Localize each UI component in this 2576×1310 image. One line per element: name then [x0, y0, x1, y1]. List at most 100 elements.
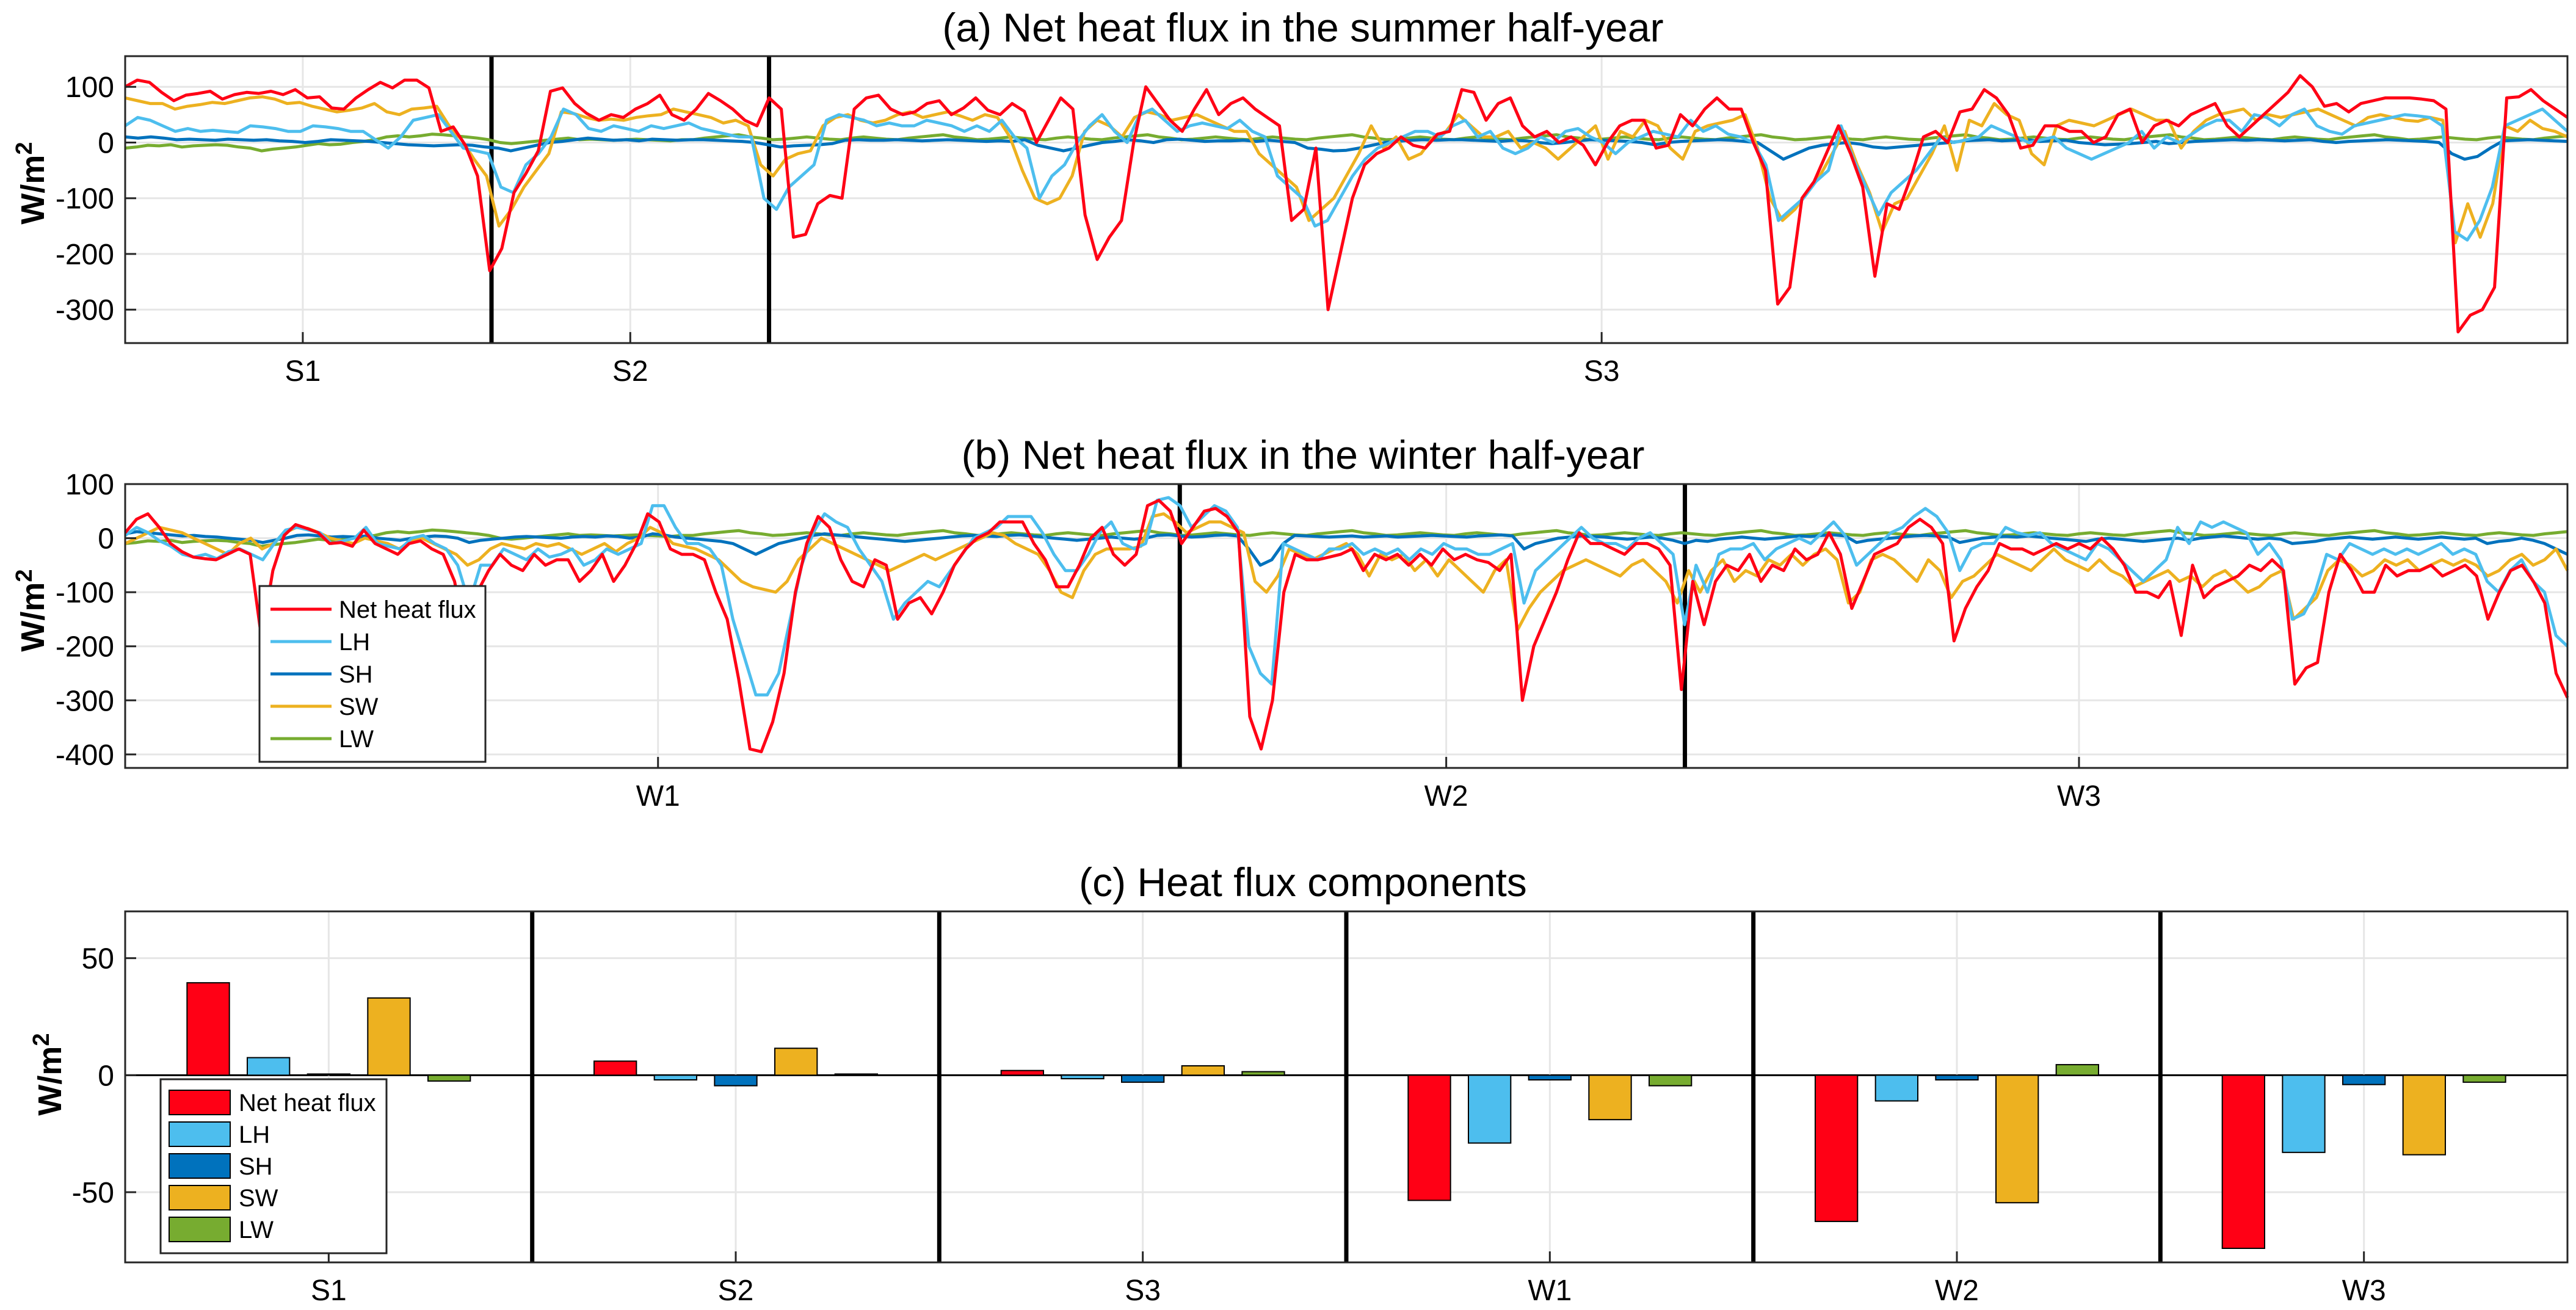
panel-c-legend-label-sh: SH — [239, 1153, 273, 1180]
panel-c-bar-net-W2 — [1815, 1074, 1859, 1222]
panel-c-bar-sh-W3 — [2342, 1074, 2386, 1085]
panel-c-bar-sw-W3 — [2402, 1074, 2447, 1156]
panel-c-ytick-label: 50 — [82, 943, 114, 975]
panel-a-xtick-label: S3 — [1584, 355, 1620, 388]
panel-b-xtick-label: W1 — [636, 780, 680, 812]
panel-b-xtick-label: W3 — [2057, 780, 2101, 812]
panel-c-bar-sh-S1 — [307, 1073, 350, 1076]
panel-c-frame — [124, 910, 2569, 1264]
panel-c-bar-lw-S1 — [427, 1074, 471, 1082]
panel-c-dividers — [530, 911, 2163, 1262]
panel-c-yticks: 50 0 -50 — [72, 943, 136, 1209]
panel-c-bar-lw-S2 — [834, 1073, 878, 1076]
panel-c-legend-patch-lh — [169, 1121, 231, 1147]
panel-b-xticks: W1 W2 W3 — [636, 757, 2101, 812]
panel-a-ytick-label: 100 — [65, 71, 114, 104]
panel-c-bar-sh-W1 — [1528, 1074, 1572, 1081]
panel-b-xtick-label: W2 — [1424, 780, 1468, 812]
panel-c-bar-lw-W1 — [1649, 1074, 1693, 1087]
panel-b-title: (b) Net heat flux in the winter half-yea… — [962, 432, 1645, 477]
panel-c-xtick-label: S2 — [718, 1275, 754, 1307]
panel-c-bar-sw-W2 — [1995, 1074, 2039, 1204]
panel-c-bar-sh-S2 — [714, 1074, 758, 1087]
panel-c-xtick-label: S3 — [1125, 1275, 1161, 1307]
panel-c-bar-sh-W2 — [1935, 1074, 1979, 1081]
panel-b-frame — [124, 483, 2569, 769]
panel-c-bar-lh-W2 — [1874, 1074, 1919, 1102]
panel-a-ylabel: W/m2 — [12, 142, 51, 224]
panel-a-xticks: S1 S2 S3 — [285, 332, 1620, 388]
panel-c-title: (c) Heat flux components — [1079, 859, 1527, 905]
panel-b-legend-label-sw: SW — [339, 693, 379, 720]
panel-c-bar-lw-S3 — [1241, 1071, 1285, 1076]
panel-a: (a) Net heat flux in the summer half-yea… — [12, 5, 2569, 388]
panel-a-xtick-label: S2 — [612, 355, 648, 388]
panel-c-bar-lw-W3 — [2462, 1074, 2506, 1083]
panel-c-bar-net-W1 — [1407, 1074, 1451, 1201]
panel-c-legend-patch-lw — [169, 1217, 231, 1242]
panel-b-legend-label-lw: LW — [339, 726, 374, 753]
panel-a-ytick-label: 0 — [98, 127, 114, 159]
panel-b-ytick-label: -200 — [56, 631, 114, 664]
panel-c-xtick-label: W3 — [2342, 1275, 2386, 1307]
panel-c-ylabel-sup: 2 — [29, 1033, 54, 1046]
panel-b-yticks: 100 0 -100 -200 -300 -400 — [56, 469, 136, 772]
panel-b-series-lh — [124, 496, 2569, 697]
panel-c-legend-label-lw: LW — [239, 1217, 274, 1243]
panel-a-frame — [124, 55, 2569, 344]
panel-b-series — [124, 496, 2569, 753]
panel-b-ytick-label: -400 — [56, 739, 114, 772]
panel-b-ylabel-base: W/m — [15, 582, 51, 652]
panel-b-ytick-label: 100 — [65, 469, 114, 501]
panel-b-series-sh — [125, 530, 2569, 567]
panel-c-bar-lh-S3 — [1061, 1074, 1105, 1080]
panel-a-xtick-label: S1 — [285, 355, 321, 388]
panel-c-bar-sw-S1 — [367, 997, 411, 1076]
panel-b-legend: Net heat flux LH SH SW LW — [258, 585, 487, 763]
panel-c-legend-label-sw: SW — [239, 1185, 278, 1212]
panel-c-bar-net-S3 — [1000, 1069, 1044, 1076]
panel-c-bar-lh-S1 — [247, 1057, 291, 1076]
panel-a-series — [124, 74, 2569, 334]
panel-c-bar-net-S2 — [593, 1060, 637, 1076]
panel-c-bar-net-W3 — [2221, 1074, 2266, 1250]
panel-c-legend: Net heat flux LH SH SW LW — [159, 1078, 388, 1254]
panel-c-legend-label-net: Net heat flux — [239, 1090, 376, 1116]
panel-c-bar-lh-W1 — [1468, 1074, 1512, 1144]
panel-c-bar-lw-W2 — [2055, 1064, 2100, 1076]
panel-c-xtick-label: S1 — [311, 1275, 347, 1307]
panel-a-ytick-label: -300 — [56, 294, 114, 327]
panel-b-legend-label-sh: SH — [339, 661, 373, 688]
panel-a-ylabel-base: W/m — [15, 155, 51, 225]
panel-c-bar-sw-W1 — [1588, 1074, 1632, 1121]
panel-c-bar-sw-S3 — [1181, 1065, 1225, 1076]
panel-a-ytick-label: -100 — [56, 183, 114, 215]
panel-b-ytick-label: -100 — [56, 577, 114, 609]
panel-c-legend-patch-sw — [169, 1185, 231, 1210]
panel-c-bar-lh-W3 — [2282, 1074, 2326, 1153]
panel-b-series-net — [124, 499, 2569, 753]
panel-a-yticks: 100 0 -100 -200 -300 — [56, 71, 136, 327]
panel-b: (b) Net heat flux in the winter half-yea… — [12, 432, 2569, 812]
panel-c-bars — [186, 982, 2506, 1250]
panel-c-bar-net-S1 — [186, 982, 230, 1076]
panel-c-ylabel-base: W/m — [32, 1046, 68, 1116]
panel-c-bar-sw-S2 — [774, 1048, 818, 1076]
panel-c-legend-patch-net — [169, 1090, 231, 1115]
panel-b-ylabel-sup: 2 — [12, 569, 37, 582]
panel-b-ylabel: W/m2 — [12, 569, 51, 651]
panel-c-xticks: S1 S2 S3 W1 W2 W3 — [311, 1251, 2386, 1307]
panel-c-legend-patch-sh — [169, 1153, 231, 1179]
panel-c-xtick-label: W1 — [1528, 1275, 1572, 1307]
panel-c-xtick-label: W2 — [1935, 1275, 1979, 1307]
panel-c-ytick-label: 0 — [98, 1060, 114, 1092]
panel-a-ytick-label: -200 — [56, 239, 114, 271]
panel-b-ytick-label: 0 — [98, 523, 114, 555]
panel-a-series-sw — [125, 95, 2569, 245]
panel-c-ylabel: W/m2 — [29, 1033, 68, 1115]
panel-c: (c) Heat flux components W/m2 500-50 S1 S… — [29, 859, 2569, 1307]
panel-c-bar-lh-S2 — [653, 1074, 697, 1081]
panel-c-legend-label-lh: LH — [239, 1121, 270, 1148]
panel-b-grid — [125, 483, 2567, 768]
